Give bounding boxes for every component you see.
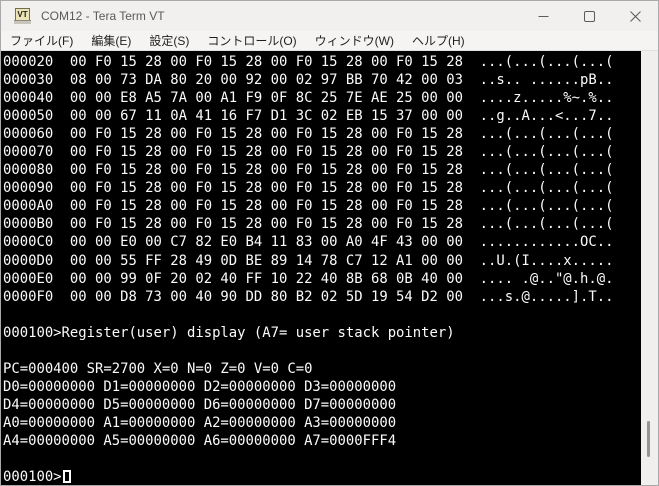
maximize-button[interactable] (566, 1, 612, 31)
terminal-screen[interactable]: 000020 00 F0 15 28 00 F0 15 28 00 F0 15 … (1, 51, 641, 486)
terminal-line: PC=000400 SR=2700 X=0 N=0 Z=0 V=0 C=0 (3, 360, 313, 377)
terminal-line: 000070 00 F0 15 28 00 F0 15 28 00 F0 15 … (3, 144, 614, 161)
terminal-line: 0000D0 00 00 55 FF 28 49 0D BE 89 14 78 … (3, 252, 614, 269)
terminal-line: 000100>Register(user) display (A7= user … (3, 324, 455, 341)
terminal-line (3, 306, 641, 324)
close-button[interactable] (612, 1, 658, 31)
terminal-line: D0=00000000 D1=00000000 D2=00000000 D3=0… (3, 378, 397, 395)
minimize-button[interactable] (520, 1, 566, 31)
terminal-line: 0000B0 00 F0 15 28 00 F0 15 28 00 F0 15 … (3, 216, 614, 233)
terminal-line (3, 450, 641, 468)
menu-edit[interactable]: 編集(E) (91, 34, 132, 48)
menu-bar: ファイル(F) 編集(E) 設定(S) コントロール(O) ウィンドウ(W) ヘ… (1, 31, 658, 51)
vertical-scrollbar[interactable] (641, 51, 658, 485)
terminal-line: 000090 00 F0 15 28 00 F0 15 28 00 F0 15 … (3, 180, 614, 197)
terminal-line: 000060 00 F0 15 28 00 F0 15 28 00 F0 15 … (3, 126, 614, 143)
menu-control[interactable]: コントロール(O) (207, 34, 297, 48)
terminal-prompt-line: 000100> (3, 468, 641, 486)
maximize-icon (583, 10, 595, 22)
terminal-line: 000040 00 00 E8 A5 7A 00 A1 F9 0F 8C 25 … (3, 90, 614, 107)
window-title: COM12 - Tera Term VT (41, 9, 165, 23)
terminal-line: 000020 00 F0 15 28 00 F0 15 28 00 F0 15 … (3, 54, 614, 70)
window-content: 000020 00 F0 15 28 00 F0 15 28 00 F0 15 … (1, 51, 658, 486)
menu-window[interactable]: ウィンドウ(W) (314, 34, 394, 48)
minimize-icon (538, 11, 549, 22)
vt-icon-base (14, 20, 31, 24)
terminal-line: 000080 00 F0 15 28 00 F0 15 28 00 F0 15 … (3, 162, 614, 179)
terminal-line: 0000F0 00 00 D8 73 00 40 90 DD 80 B2 02 … (3, 288, 614, 305)
terminal-cursor (62, 470, 71, 484)
menu-help[interactable]: ヘルプ(H) (411, 34, 465, 48)
title-bar: VT COM12 - Tera Term VT (1, 1, 658, 31)
terminal-line: 000050 00 00 67 11 0A 41 16 F7 D1 3C 02 … (3, 108, 614, 125)
scrollbar-thumb[interactable] (647, 421, 650, 457)
tera-term-app-icon[interactable]: VT (14, 8, 31, 24)
window-controls (520, 1, 658, 31)
menu-setup[interactable]: 設定(S) (149, 34, 190, 48)
terminal-prompt: 000100> (3, 469, 62, 486)
terminal-line: A0=00000000 A1=00000000 A2=00000000 A3=0… (3, 414, 397, 431)
terminal-line (3, 342, 641, 360)
terminal-line: D4=00000000 D5=00000000 D6=00000000 D7=0… (3, 396, 397, 413)
terminal-line: 000030 08 00 73 DA 80 20 00 92 00 02 97 … (3, 72, 614, 89)
terminal-line: 0000E0 00 00 99 0F 20 02 40 FF 10 22 40 … (3, 270, 614, 287)
close-icon (629, 10, 641, 22)
terminal-line: 0000C0 00 00 E0 00 C7 82 E0 B4 11 83 00 … (3, 234, 614, 251)
terminal-line: A4=00000000 A5=00000000 A6=00000000 A7=0… (3, 432, 397, 449)
menu-file[interactable]: ファイル(F) (10, 34, 74, 48)
terminal-line: 0000A0 00 F0 15 28 00 F0 15 28 00 F0 15 … (3, 198, 614, 215)
terminal-output: 000020 00 F0 15 28 00 F0 15 28 00 F0 15 … (3, 53, 641, 468)
